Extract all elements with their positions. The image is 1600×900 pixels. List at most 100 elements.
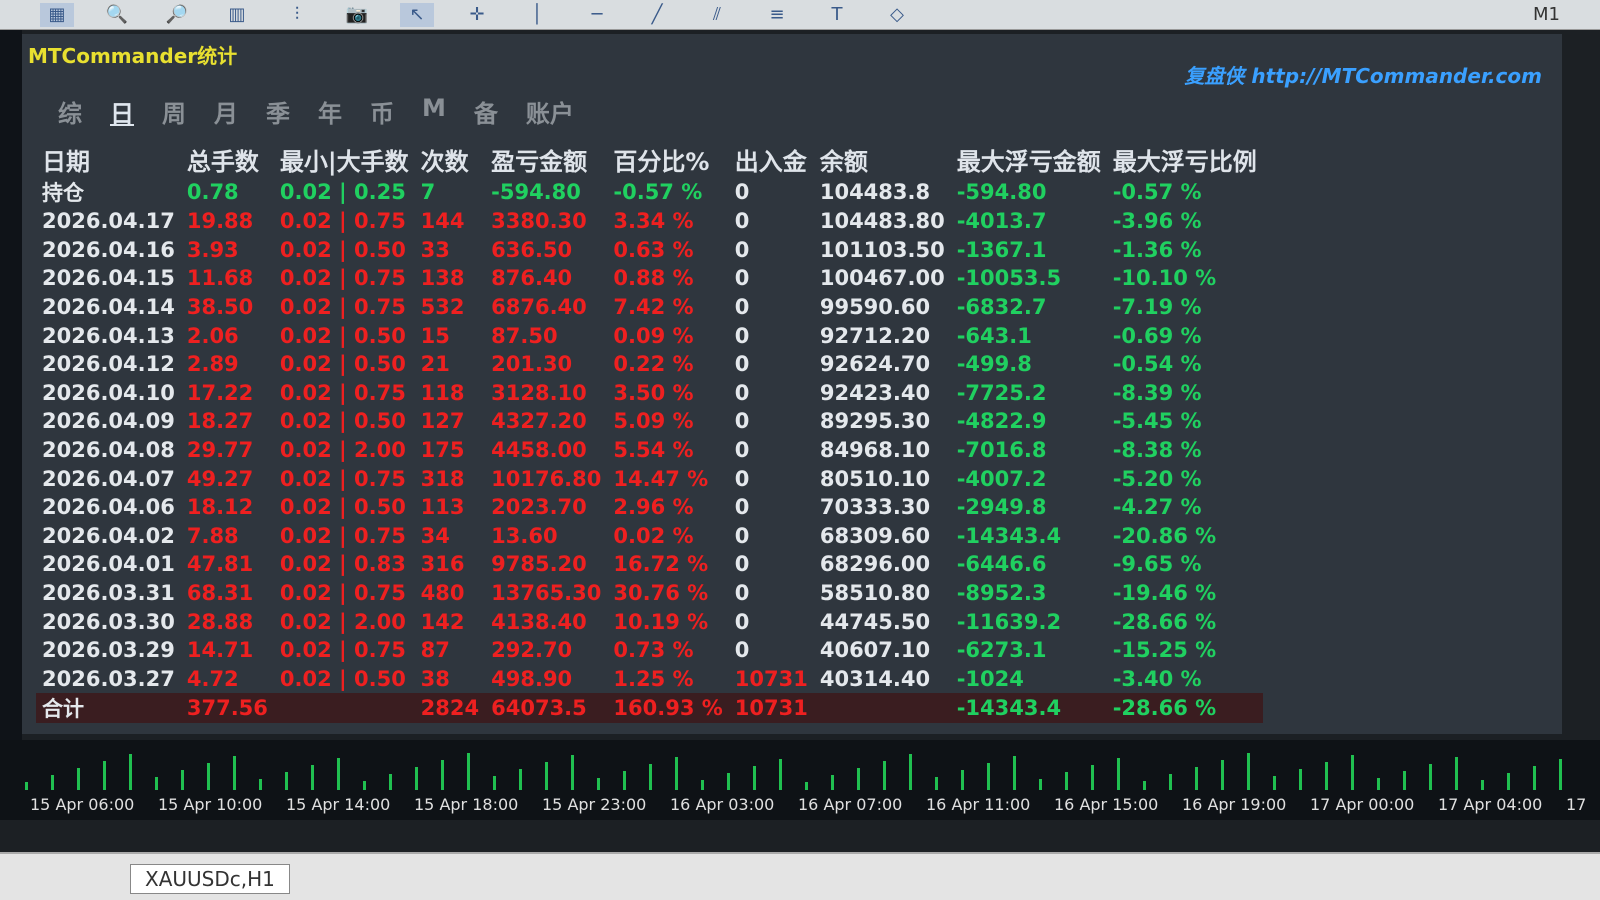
- volume-bar: [467, 753, 470, 790]
- horizontal-line-icon[interactable]: ─: [591, 4, 603, 25]
- zoom-in-icon[interactable]: 🔍: [105, 4, 129, 25]
- volume-bar: [1013, 756, 1016, 790]
- table-cell: 0: [734, 438, 750, 463]
- table-cell: 636.50: [491, 237, 573, 262]
- table-cell: -9.65 %: [1112, 552, 1202, 577]
- column-header: 盈亏金额: [491, 148, 588, 176]
- tile-windows-icon[interactable]: ▥: [228, 4, 246, 25]
- table-cell: 3.50 %: [613, 380, 694, 405]
- chart-tool-icon[interactable]: ▦: [40, 2, 74, 27]
- table-cell: 10.19 %: [613, 609, 709, 634]
- volume-bar: [1195, 767, 1198, 790]
- table-cell: -20.86 %: [1112, 523, 1217, 548]
- table-cell: 4458.00: [491, 438, 587, 463]
- tab-3[interactable]: 月: [214, 100, 238, 128]
- table-cell: 0.02 | 0.75: [279, 466, 406, 491]
- volume-bar: [363, 781, 366, 790]
- volume-bar: [675, 757, 678, 790]
- table-cell: 0: [734, 209, 750, 234]
- table-cell: 0.02 | 0.75: [279, 523, 406, 548]
- total-cell: 64073.5: [491, 696, 587, 721]
- table-cell: 4138.40: [491, 609, 587, 634]
- volume-bar: [1273, 776, 1276, 790]
- volume-bar: [1403, 771, 1406, 790]
- tab-7[interactable]: M: [422, 94, 446, 122]
- indicator-icon[interactable]: ⫶: [294, 4, 300, 25]
- volume-bar: [77, 768, 80, 790]
- volume-bar: [259, 779, 262, 790]
- table-cell: 0: [734, 266, 750, 291]
- channel-icon[interactable]: ⫽: [712, 4, 722, 25]
- trendline-icon[interactable]: ╱: [651, 4, 663, 25]
- cursor-icon[interactable]: ↖: [400, 2, 434, 27]
- table-cell: 0: [734, 295, 750, 320]
- volume-bar: [779, 759, 782, 790]
- brand-link[interactable]: 复盘侠 http://MTCommander.com: [1184, 64, 1542, 88]
- table-cell: 40314.40: [819, 666, 931, 691]
- table-cell: -499.8: [956, 352, 1032, 377]
- table-cell: 0.02 | 0.50: [279, 237, 406, 262]
- table-row: 2026.04.16 3.93 0.02 | 0.50 33 636.50 0.63 % 0…: [36, 236, 1263, 265]
- table-cell: 0.02 | 0.50: [279, 323, 406, 348]
- tab-9[interactable]: 账户: [525, 100, 574, 128]
- table-cell: 92423.40: [819, 380, 931, 405]
- table-cell: 87: [420, 638, 450, 663]
- tab-8[interactable]: 备: [473, 100, 498, 128]
- text-icon[interactable]: T: [831, 4, 843, 25]
- table-cell: 138: [420, 266, 465, 291]
- table-cell: 0.02 | 0.75: [279, 295, 406, 320]
- time-axis: 15 Apr 06:00 15 Apr 10:00 15 Apr 14:00 15 A…: [0, 740, 1600, 820]
- shapes-icon[interactable]: ◇: [890, 4, 904, 25]
- table-cell: 0.02 | 2.00: [279, 609, 406, 634]
- volume-bar: [883, 761, 886, 790]
- table-cell: 4.72: [186, 666, 239, 691]
- table-row: 2026.04.01 47.81 0.02 | 0.83 316 9785.20 16.7…: [36, 550, 1263, 579]
- table-cell: 0: [734, 495, 750, 520]
- volume-bar: [25, 782, 28, 790]
- table-cell: 2.06: [186, 323, 239, 348]
- period-tabs: 综日周月季年币 M 备账户: [58, 94, 574, 129]
- table-row: 2026.04.08 29.77 0.02 | 2.00 175 4458.00 5.54…: [36, 436, 1263, 465]
- left-strip: [0, 30, 22, 820]
- tab-2[interactable]: 周: [162, 100, 186, 128]
- table-cell: 3128.10: [491, 380, 587, 405]
- table-cell: 142: [420, 609, 465, 634]
- zoom-out-icon[interactable]: 🔎: [165, 4, 189, 25]
- total-cell: 160.93 %: [613, 696, 723, 721]
- vertical-line-icon[interactable]: │: [531, 4, 543, 25]
- timeframe-m1[interactable]: M1: [1533, 4, 1560, 25]
- volume-bar: [545, 762, 548, 790]
- table-cell: 2026.04.15: [42, 266, 175, 291]
- table-cell: 0.02 | 0.83: [279, 552, 406, 577]
- table-cell: 68.31: [186, 581, 254, 606]
- table-cell: 2026.04.10: [42, 380, 175, 405]
- chart-tab[interactable]: XAUUSDc,H1: [130, 864, 290, 894]
- screenshot-icon[interactable]: 📷: [345, 4, 369, 25]
- table-cell: 532: [420, 295, 465, 320]
- table-cell: 68296.00: [819, 552, 931, 577]
- volume-bar: [441, 760, 444, 790]
- axis-label: 16 Apr 03:00: [670, 795, 775, 814]
- tab-5[interactable]: 年: [318, 100, 342, 128]
- crosshair-icon[interactable]: ✛: [469, 4, 485, 25]
- table-cell: 2026.04.17: [42, 209, 175, 234]
- fibonacci-icon[interactable]: ≡: [769, 4, 785, 25]
- axis-label: 15 Apr 18:00: [414, 795, 519, 814]
- table-cell: -0.57 %: [613, 180, 703, 204]
- table-cell: -0.69 %: [1112, 323, 1202, 348]
- tab-0[interactable]: 综: [58, 100, 82, 128]
- tab-6[interactable]: 币: [370, 100, 394, 128]
- table-cell: 92712.20: [819, 323, 931, 348]
- tab-1[interactable]: 日: [110, 100, 134, 128]
- table-cell: 2026.04.08: [42, 438, 175, 463]
- total-cell: 2824: [420, 696, 480, 721]
- axis-label: 17 Apr 00:00: [1310, 795, 1415, 814]
- table-cell: -7016.8: [956, 438, 1047, 463]
- tab-4[interactable]: 季: [266, 100, 290, 128]
- volume-bar: [493, 776, 496, 790]
- table-cell: 68309.60: [819, 523, 931, 548]
- table-row: 2026.03.31 68.31 0.02 | 0.75 480 13765.30 30.…: [36, 579, 1263, 608]
- column-header: 百分比%: [613, 148, 710, 176]
- table-cell: 127: [420, 409, 465, 434]
- table-cell: 70333.30: [819, 495, 931, 520]
